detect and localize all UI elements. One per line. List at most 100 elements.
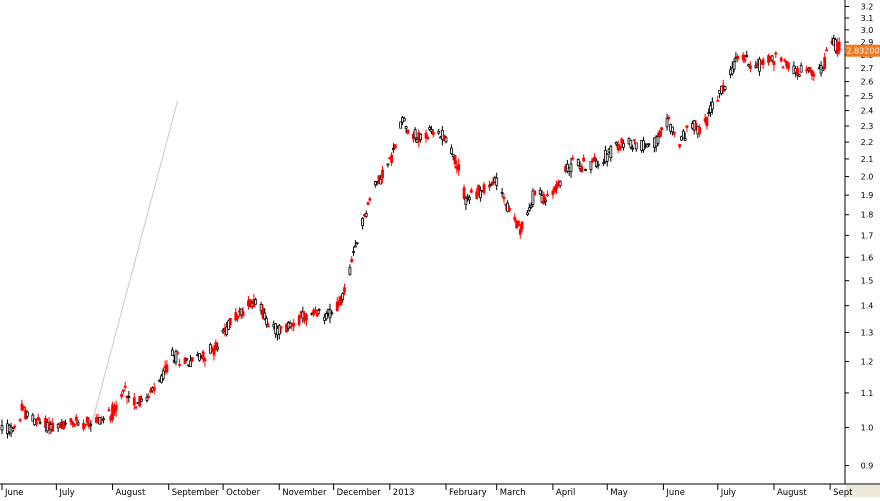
candle-body: [584, 168, 587, 171]
candle-body: [705, 116, 709, 127]
candle-body: [132, 397, 136, 406]
candle-body: [161, 370, 165, 379]
candle-body: [770, 55, 774, 61]
candle-body: [69, 418, 73, 423]
candle-body: [185, 358, 189, 361]
x-tick-label: June: [4, 488, 24, 497]
candle-body: [475, 191, 479, 199]
candle-body: [730, 67, 734, 75]
candle-body: [214, 342, 218, 351]
candle-body: [772, 60, 776, 66]
candle-body: [787, 62, 790, 69]
candle-body: [698, 126, 702, 134]
candle-body: [825, 49, 828, 52]
candle-body: [404, 126, 408, 129]
candle-body: [123, 385, 127, 388]
candle-body: [379, 178, 383, 185]
y-tick-label: 0.9: [861, 462, 874, 471]
candle-body: [107, 409, 111, 412]
candle-body: [85, 417, 89, 423]
candle-body: [761, 59, 765, 65]
candle-body: [710, 101, 714, 110]
candle-body: [341, 293, 345, 300]
candle-body: [315, 312, 319, 317]
candle-body: [348, 267, 352, 275]
candle-body: [178, 363, 181, 366]
candle-body: [373, 181, 377, 186]
y-tick-label: 1.0: [861, 423, 874, 432]
candle-body: [114, 404, 118, 411]
candle-body: [259, 304, 263, 312]
candle-body: [279, 326, 283, 329]
candle-body: [781, 66, 785, 69]
candle-body: [51, 423, 55, 432]
candle-body: [502, 196, 506, 200]
x-tick-label: October: [226, 488, 261, 497]
candle-body: [431, 131, 435, 135]
y-tick-label: 1.1: [861, 389, 874, 398]
candle-body: [62, 421, 66, 429]
candle-body: [469, 189, 473, 193]
y-tick-label: 2.0: [861, 173, 874, 182]
candle-body: [582, 157, 586, 162]
candle-body: [120, 394, 123, 397]
candle-body: [622, 143, 625, 148]
candle-body: [160, 375, 163, 383]
candle-body: [754, 65, 758, 68]
candle-body: [576, 158, 580, 167]
candle-body: [779, 57, 783, 62]
candle-body: [444, 137, 448, 143]
candle-body: [593, 156, 596, 161]
candle-body: [350, 258, 354, 262]
candle-body: [837, 41, 841, 52]
candle-body: [810, 70, 814, 76]
candle-body: [13, 425, 17, 428]
candle-body: [529, 205, 533, 208]
candle-body: [122, 389, 125, 392]
candle-body: [707, 112, 711, 115]
y-tick-label: 3.0: [861, 26, 874, 35]
candle-body: [457, 164, 461, 171]
candle-body: [390, 154, 394, 163]
candle-body: [546, 194, 549, 197]
candle-body: [513, 217, 517, 221]
candle-body: [656, 136, 660, 145]
candle-body: [594, 160, 598, 167]
candle-body: [647, 143, 651, 146]
candle-body: [0, 425, 4, 431]
candle-body: [227, 320, 230, 330]
candle-body: [314, 309, 317, 313]
y-tick-label: 1.4: [861, 302, 874, 311]
candle-body: [236, 315, 239, 319]
candle-body: [667, 117, 671, 119]
candle-body: [102, 418, 105, 421]
candle-body: [392, 148, 395, 151]
candle-body: [732, 61, 736, 70]
candle-body: [464, 197, 468, 205]
candle-body: [212, 347, 216, 356]
candle-body: [468, 197, 471, 201]
candle-body: [25, 411, 29, 417]
candle-body: [671, 126, 674, 133]
candle-body: [11, 427, 15, 432]
candle-body: [368, 198, 372, 201]
candle-body: [633, 139, 636, 142]
candle-body: [352, 251, 355, 254]
candle-body: [413, 129, 417, 139]
candle-body: [823, 57, 827, 70]
candle-body: [22, 406, 26, 409]
y-tick-label: 2.3: [861, 122, 874, 131]
candle-body: [430, 129, 433, 132]
candle-body: [305, 314, 308, 320]
y-tick-label: 1.9: [861, 191, 874, 200]
candle-body: [140, 398, 143, 402]
candle-body: [614, 141, 618, 145]
candle-body: [747, 64, 750, 67]
candle-body: [748, 65, 752, 69]
candle-body: [330, 312, 334, 315]
candle-body: [609, 145, 613, 158]
candle-body: [506, 202, 509, 212]
candle-body: [335, 301, 339, 311]
candle-body: [526, 212, 529, 216]
